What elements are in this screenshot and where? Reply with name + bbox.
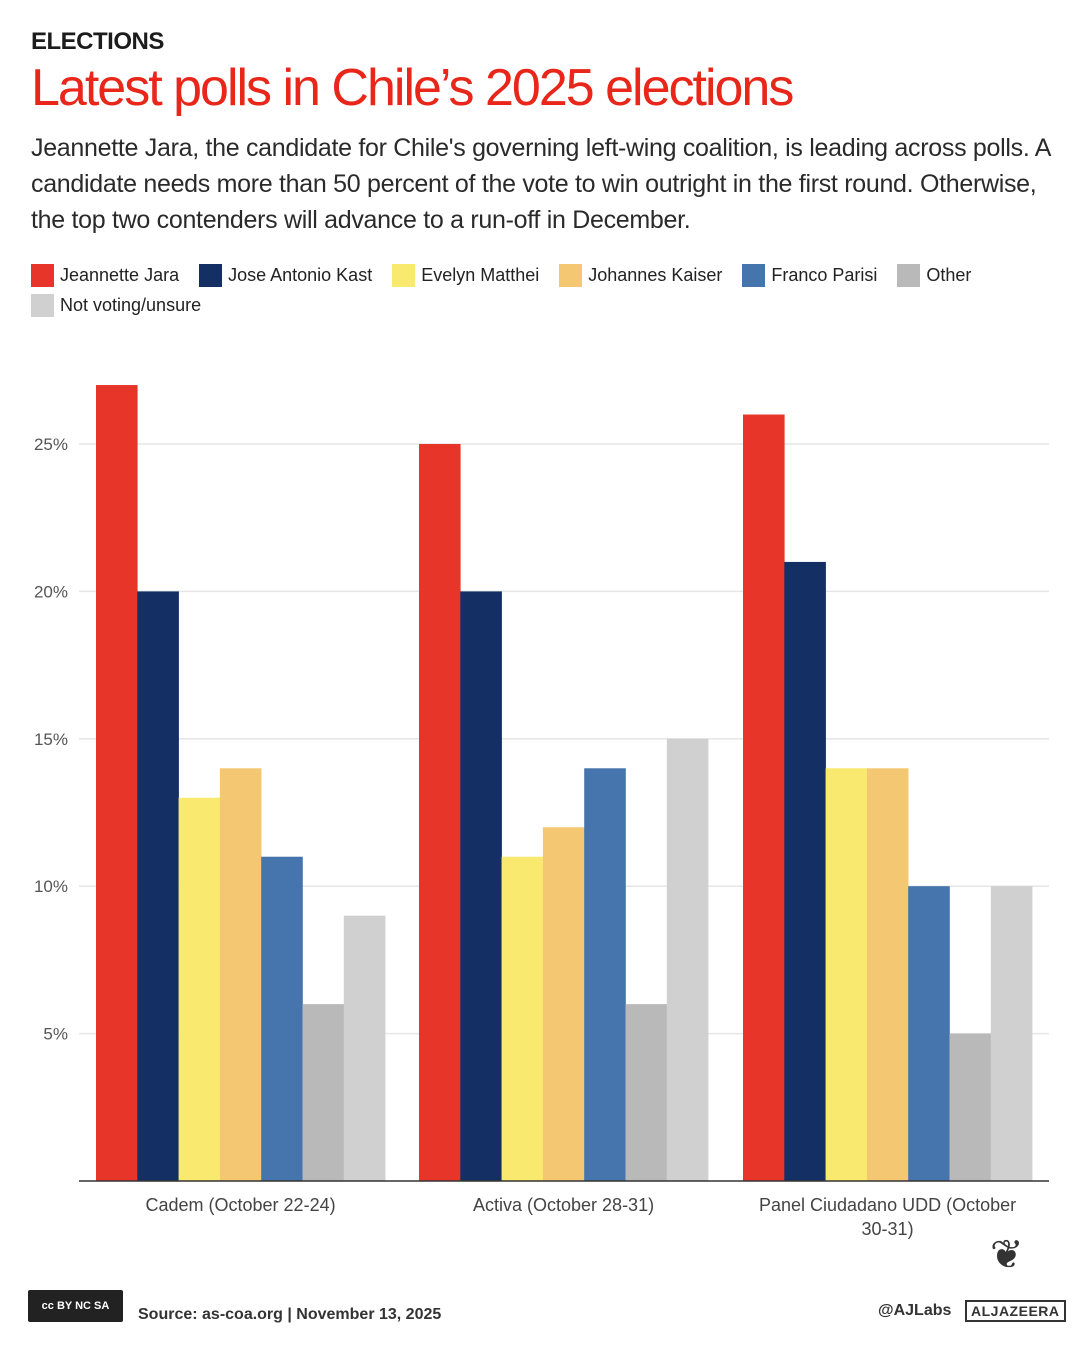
aljazeera-logo-icon: ❦ bbox=[990, 1233, 1024, 1277]
bar-jose-antonio-kast bbox=[784, 561, 826, 1181]
subtitle: Jeannette Jara, the candidate for Chile'… bbox=[31, 134, 1050, 234]
page-title: Latest polls in Chile’s 2025 elections bbox=[31, 59, 794, 117]
bar-other bbox=[302, 1004, 345, 1181]
handle: @AJLabs bbox=[878, 1302, 952, 1319]
kicker: ELECTIONS bbox=[31, 28, 164, 55]
legend-swatch bbox=[559, 263, 583, 287]
y-tick-label: 15% bbox=[34, 730, 68, 749]
legend-label: Jeannette Jara bbox=[60, 264, 180, 285]
legend-swatch bbox=[31, 263, 54, 287]
bar-other bbox=[949, 1033, 992, 1181]
bar-not-voting-unsure bbox=[666, 738, 709, 1181]
legend-label: Johannes Kaiser bbox=[588, 264, 723, 285]
legend-swatch bbox=[199, 263, 223, 287]
legend-item: Johannes Kaiser bbox=[559, 263, 722, 287]
bar-not-voting-unsure bbox=[343, 915, 386, 1181]
legend-label: Franco Parisi bbox=[771, 264, 878, 285]
legend-label: Not voting/unsure bbox=[60, 294, 202, 315]
legend-swatch bbox=[897, 263, 921, 287]
brand-logo: ALJAZEERA bbox=[965, 1300, 1066, 1322]
bar-evelyn-matthei bbox=[178, 797, 221, 1181]
y-tick-label: 20% bbox=[34, 582, 68, 601]
bar-franco-parisi bbox=[261, 856, 303, 1181]
bar-johannes-kaiser bbox=[542, 827, 585, 1181]
bar-evelyn-matthei bbox=[501, 856, 544, 1181]
y-tick-label: 10% bbox=[34, 877, 68, 896]
y-tick-label: 5% bbox=[43, 1025, 68, 1044]
legend-item: Jeannette Jara bbox=[31, 263, 179, 287]
cc-license-badge: cc BY NC SA bbox=[28, 1290, 123, 1322]
legend-item: Franco Parisi bbox=[742, 263, 877, 287]
source-text: Source: as-coa.org | November 13, 2025 bbox=[138, 1306, 442, 1323]
bar-chart: 5% 10% 15% 20% 25% Cadem (October 22-24) Activ… bbox=[34, 385, 1049, 1239]
legend-swatch bbox=[31, 293, 54, 317]
x-tick-label: Panel Ciudadano UDD (October 30-31) bbox=[759, 1195, 1016, 1239]
bar-other bbox=[625, 1004, 668, 1181]
legend-label: Jose Antonio Kast bbox=[228, 264, 373, 285]
legend: Jeannette Jara Jose Antonio Kast Evelyn Ma… bbox=[31, 263, 1071, 317]
bar-not-voting-unsure bbox=[990, 886, 1033, 1181]
legend-label: Other bbox=[926, 264, 972, 285]
bar-franco-parisi bbox=[584, 768, 626, 1181]
bar-jose-antonio-kast bbox=[460, 591, 502, 1181]
bar-jeannette-jara bbox=[419, 444, 461, 1181]
y-tick-label: 25% bbox=[34, 435, 68, 454]
bar-jose-antonio-kast bbox=[137, 591, 179, 1181]
legend-label: Evelyn Matthei bbox=[421, 264, 540, 285]
x-tick-label: Cadem (October 22-24) bbox=[146, 1195, 336, 1215]
bar-franco-parisi bbox=[908, 886, 950, 1181]
bar-johannes-kaiser bbox=[219, 768, 262, 1181]
legend-item: Evelyn Matthei bbox=[392, 263, 539, 287]
legend-swatch bbox=[742, 263, 766, 287]
bar-jeannette-jara bbox=[743, 414, 785, 1181]
legend-item: Other bbox=[897, 263, 971, 287]
x-tick-label: Activa (October 28-31) bbox=[473, 1195, 654, 1215]
bar-evelyn-matthei bbox=[825, 768, 868, 1181]
legend-item: Jose Antonio Kast bbox=[199, 263, 372, 287]
bar-johannes-kaiser bbox=[866, 768, 909, 1181]
bar-jeannette-jara bbox=[96, 385, 138, 1181]
legend-swatch bbox=[392, 263, 416, 287]
legend-item: Not voting/unsure bbox=[31, 293, 201, 317]
